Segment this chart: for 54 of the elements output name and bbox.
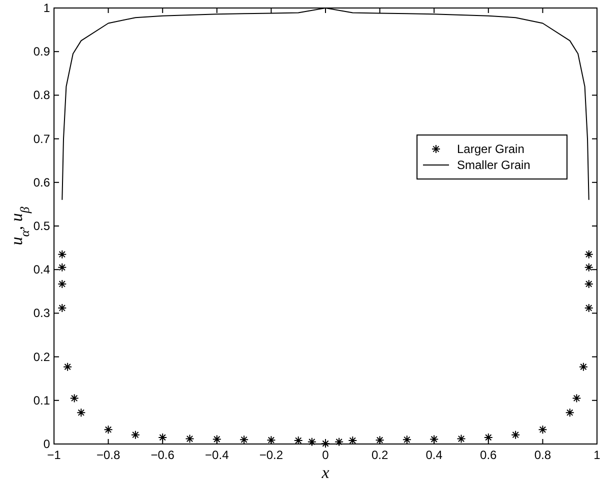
legend-label: Larger Grain [457, 142, 524, 156]
y-tick-label: 0.8 [33, 88, 50, 102]
point [58, 250, 67, 259]
point [58, 279, 67, 288]
point [76, 408, 86, 418]
y-tick-label: 0.6 [33, 175, 50, 190]
point [63, 362, 72, 372]
y-tick-label: 0.1 [33, 393, 50, 408]
point [565, 408, 574, 418]
point [58, 262, 67, 272]
point [130, 430, 140, 440]
x-tick-label: −1 [47, 448, 62, 462]
point [578, 362, 588, 372]
point [538, 425, 548, 434]
point [307, 437, 316, 446]
point [456, 434, 466, 444]
x-tick-label: 0.6 [480, 448, 498, 462]
y-tick-label: 0.7 [33, 132, 50, 146]
x-tick-label: 0.2 [371, 448, 388, 462]
point [185, 434, 194, 444]
x-tick-label: 0.4 [426, 448, 443, 462]
point [430, 434, 439, 444]
point [158, 432, 168, 442]
point [572, 394, 582, 403]
y-tick-label: 0.9 [33, 44, 50, 59]
x-axis-title: x [320, 463, 330, 482]
point [584, 279, 594, 288]
point [104, 425, 113, 434]
x-tick-label: −0.8 [96, 448, 120, 462]
point [70, 394, 79, 403]
point [334, 437, 344, 446]
point [584, 262, 594, 272]
point [584, 250, 594, 259]
y-tick-label: 0.4 [33, 262, 50, 277]
y-tick-label: 0.3 [33, 306, 50, 320]
x-tick-label: −0.6 [150, 448, 175, 462]
point [484, 432, 493, 442]
point [212, 434, 222, 444]
x-tick-label: 0.8 [534, 448, 552, 462]
point [58, 303, 67, 312]
y-tick-label: 0.5 [33, 219, 50, 233]
y-tick-label: 0.2 [33, 350, 50, 364]
point [511, 430, 520, 440]
y-tick-label: 1 [43, 1, 50, 15]
point [584, 303, 594, 312]
point [240, 435, 249, 444]
legend-label: Smaller Grain [457, 158, 530, 172]
point [321, 439, 330, 448]
point [402, 435, 412, 444]
y-tick-label: 0 [43, 437, 50, 451]
x-tick-label: 0 [322, 448, 330, 462]
x-tick-label: −0.2 [259, 448, 284, 462]
x-tick-label: −0.4 [205, 448, 230, 462]
x-tick-label: 1 [594, 448, 601, 462]
